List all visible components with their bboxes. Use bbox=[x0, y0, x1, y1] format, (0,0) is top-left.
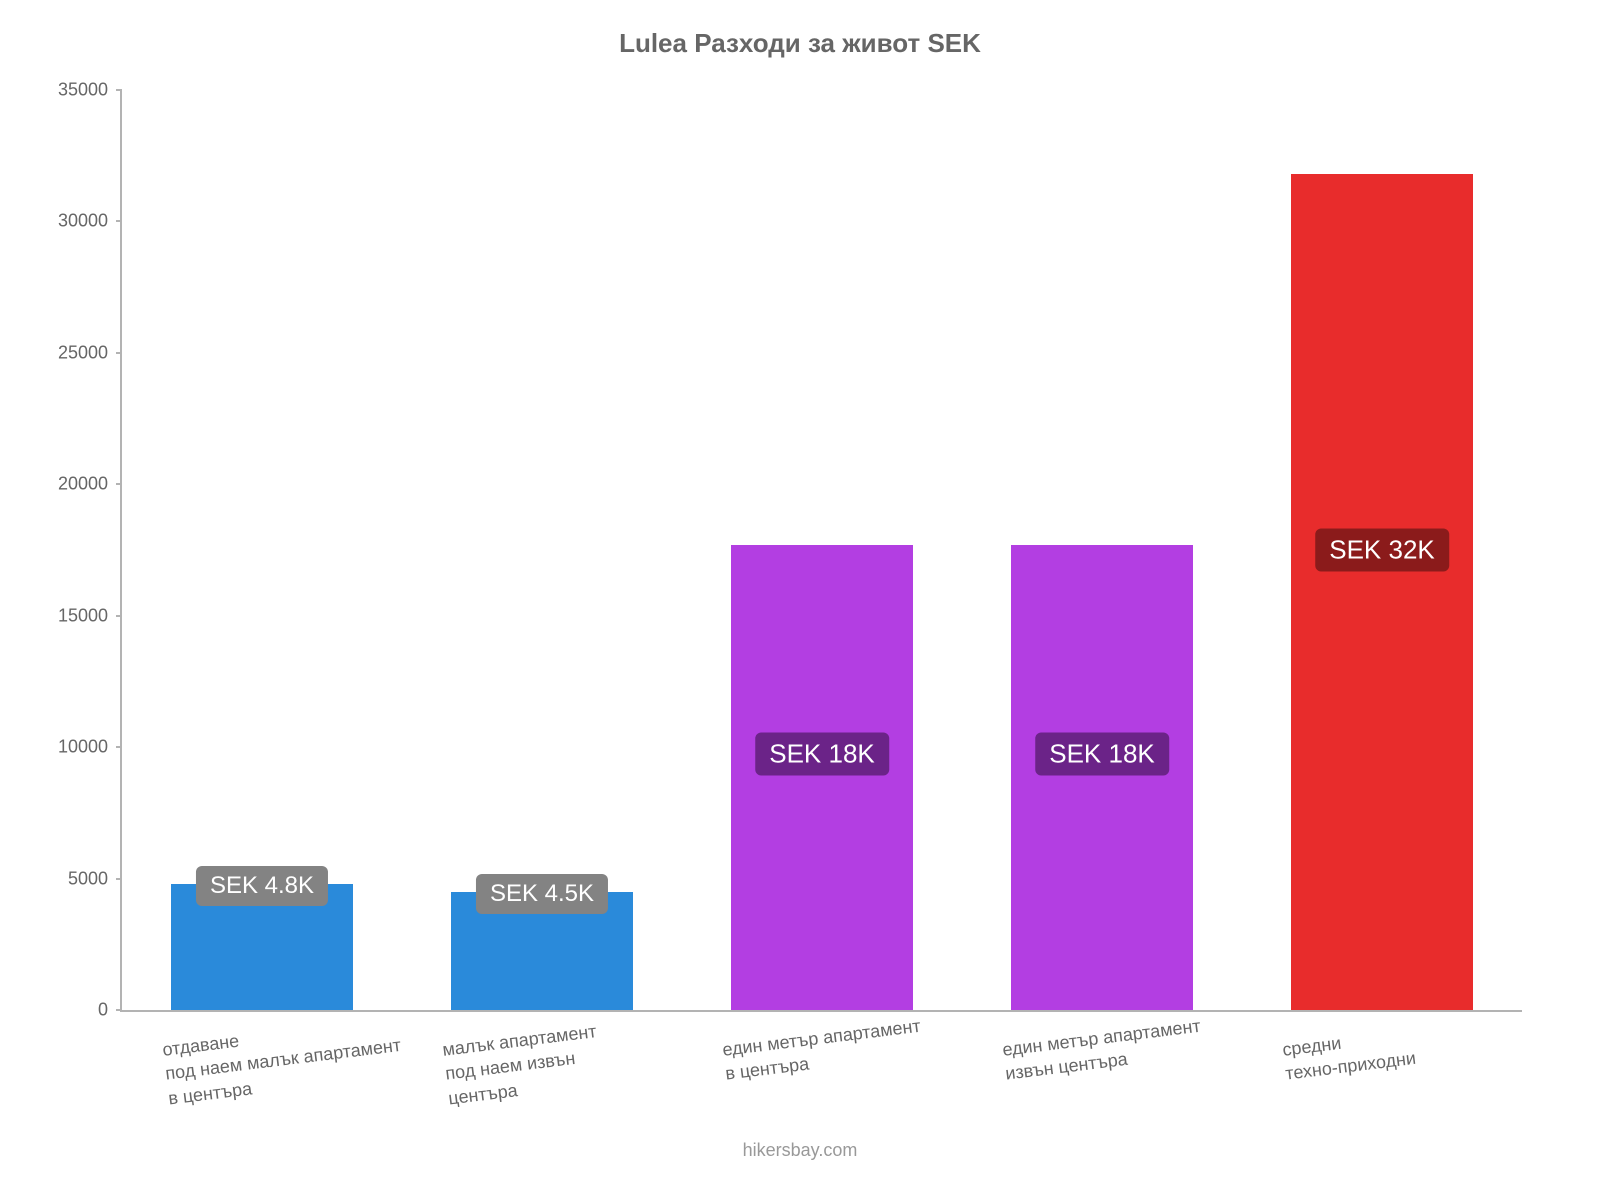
y-axis-tick bbox=[116, 1009, 122, 1011]
chart-title: Lulea Разходи за живот SEK bbox=[0, 28, 1600, 59]
y-axis-tick bbox=[116, 615, 122, 617]
y-axis-tick-label: 5000 bbox=[8, 868, 108, 889]
x-axis-category-label: отдаване под наем малък апартамент в цен… bbox=[161, 1009, 405, 1110]
bar bbox=[1291, 174, 1473, 1010]
bar-value-label: SEK 4.5K bbox=[476, 874, 608, 914]
x-axis-category-label: средни техно-приходни bbox=[1281, 1022, 1417, 1086]
y-axis-tick-label: 15000 bbox=[8, 605, 108, 626]
bar bbox=[731, 545, 913, 1010]
y-axis-tick-label: 25000 bbox=[8, 342, 108, 363]
y-axis-tick bbox=[116, 878, 122, 880]
y-axis-tick-label: 0 bbox=[8, 1000, 108, 1021]
plot-area: 05000100001500020000250003000035000SEK 4… bbox=[120, 90, 1522, 1012]
source-attribution: hikersbay.com bbox=[0, 1140, 1600, 1161]
bar bbox=[1011, 545, 1193, 1010]
y-axis-tick bbox=[116, 89, 122, 91]
y-axis-tick bbox=[116, 483, 122, 485]
y-axis-tick bbox=[116, 220, 122, 222]
bar-value-label: SEK 4.8K bbox=[196, 866, 328, 906]
chart-container: Lulea Разходи за живот SEK 0500010000150… bbox=[0, 0, 1600, 1200]
bar-value-label: SEK 32K bbox=[1315, 529, 1449, 572]
x-axis-category-label: един метър апартамент извън центъра bbox=[1001, 1014, 1205, 1087]
y-axis-tick-label: 30000 bbox=[8, 211, 108, 232]
y-axis-tick-label: 35000 bbox=[8, 80, 108, 101]
y-axis-tick-label: 20000 bbox=[8, 474, 108, 495]
x-axis-category-label: един метър апартамент в центъра bbox=[721, 1014, 925, 1087]
y-axis-tick bbox=[116, 352, 122, 354]
bar-value-label: SEK 18K bbox=[755, 733, 889, 776]
bar-value-label: SEK 18K bbox=[1035, 733, 1169, 776]
x-axis-category-label: малък апартамент под наем извън центъра bbox=[441, 1019, 604, 1110]
y-axis-tick bbox=[116, 746, 122, 748]
y-axis-tick-label: 10000 bbox=[8, 737, 108, 758]
